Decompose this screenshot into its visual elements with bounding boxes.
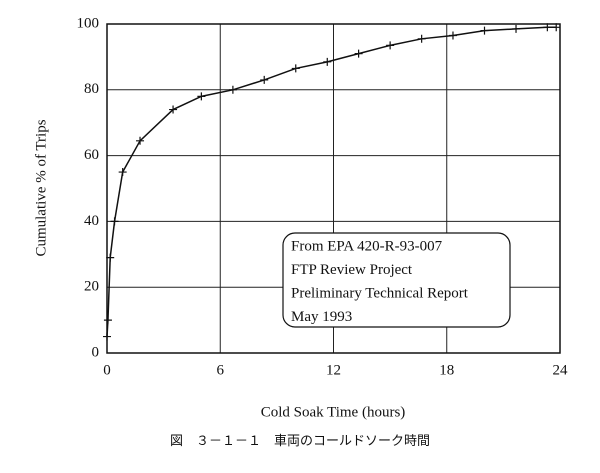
y-tick-label: 20 bbox=[84, 279, 99, 295]
marker bbox=[512, 24, 521, 33]
marker bbox=[417, 34, 426, 43]
marker bbox=[291, 64, 300, 73]
y-axis-label: Cumulative % of Trips bbox=[33, 119, 49, 256]
marker bbox=[228, 85, 237, 94]
x-tick-label: 12 bbox=[326, 362, 341, 378]
annotation-text: From EPA 420-R-93-007 bbox=[291, 238, 443, 254]
marker bbox=[136, 136, 145, 145]
marker bbox=[543, 23, 552, 32]
y-tick-label: 80 bbox=[84, 81, 99, 97]
y-tick-label: 60 bbox=[84, 147, 99, 163]
x-tick-label: 24 bbox=[553, 362, 569, 378]
marker bbox=[110, 217, 119, 226]
marker bbox=[323, 57, 332, 66]
x-tick-label: 0 bbox=[103, 362, 111, 378]
annotation-text: FTP Review Project bbox=[291, 262, 413, 278]
y-tick-label: 100 bbox=[77, 15, 100, 31]
marker bbox=[260, 75, 269, 84]
marker bbox=[480, 26, 489, 35]
plot-frame bbox=[106, 23, 561, 354]
caption: 図 ３－１－１ 車両のコールドソーク時間 bbox=[170, 433, 430, 448]
annotation-box bbox=[282, 232, 511, 328]
annotation-text: Preliminary Technical Report bbox=[291, 285, 469, 301]
marker bbox=[354, 49, 363, 58]
marker bbox=[106, 253, 115, 262]
marker bbox=[552, 23, 561, 32]
marker bbox=[169, 105, 178, 114]
marker bbox=[103, 332, 111, 341]
marker bbox=[103, 316, 112, 325]
y-tick-label: 0 bbox=[92, 344, 100, 360]
y-tick-label: 40 bbox=[84, 213, 99, 229]
x-axis-label: Cold Soak Time (hours) bbox=[261, 404, 406, 420]
marker bbox=[386, 41, 395, 50]
annotation-text: May 1993 bbox=[291, 309, 352, 325]
line bbox=[106, 26, 557, 337]
marker bbox=[448, 31, 457, 40]
x-tick-label: 6 bbox=[217, 362, 225, 378]
x-tick-label: 18 bbox=[439, 362, 454, 378]
marker bbox=[197, 92, 206, 101]
marker bbox=[118, 168, 127, 177]
